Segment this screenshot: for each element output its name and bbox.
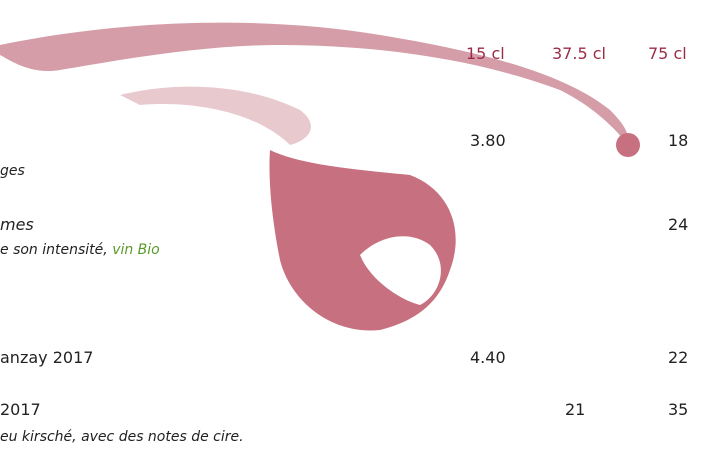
column-header: 15 cl — [466, 44, 505, 64]
menu-page: 15 cl 37.5 cl 75 cl ges 3.80 18 mes 24 e… — [0, 0, 707, 460]
price: 18 — [668, 131, 688, 151]
wine-name: 2017 — [0, 400, 41, 420]
wine-description: ges — [0, 161, 25, 181]
wine-splash — [0, 0, 707, 460]
column-header: 75 cl — [648, 44, 687, 64]
wine-name: anzay 2017 — [0, 348, 93, 368]
price: 24 — [668, 215, 688, 235]
wine-description: eu kirsché, avec des notes de cire. — [0, 427, 244, 447]
price: 35 — [668, 400, 688, 420]
column-header: 37.5 cl — [552, 44, 606, 64]
price: 4.40 — [470, 348, 506, 368]
wine-description: e son intensité, vin Bio — [0, 240, 160, 260]
price: 22 — [668, 348, 688, 368]
description-text: e son intensité, — [0, 242, 108, 258]
wine-name: mes — [0, 215, 34, 235]
organic-note: vin Bio — [112, 242, 160, 258]
price: 21 — [565, 400, 585, 420]
price: 3.80 — [470, 131, 506, 151]
